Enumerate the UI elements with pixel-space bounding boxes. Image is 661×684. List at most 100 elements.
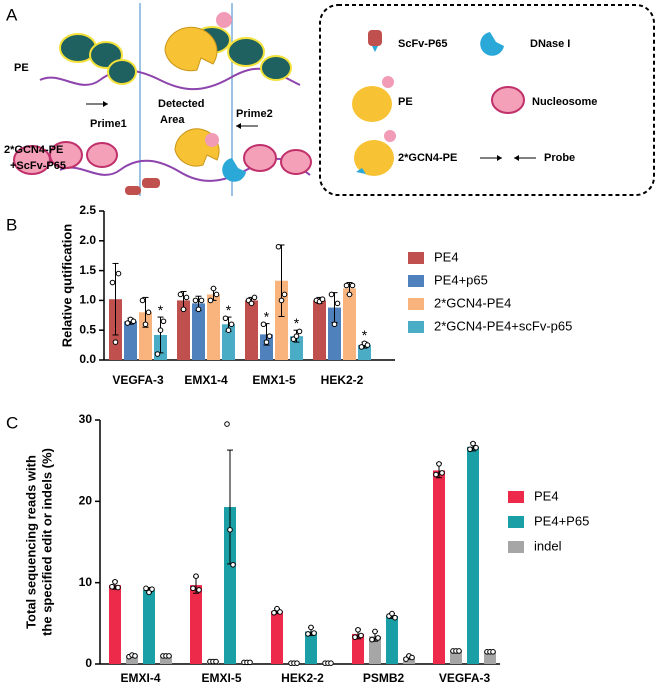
legend-text: PE bbox=[398, 96, 413, 108]
row-label: PE bbox=[14, 62, 29, 74]
bar bbox=[386, 616, 398, 664]
data-point bbox=[358, 344, 365, 350]
scfv-icon bbox=[368, 30, 382, 46]
bar bbox=[403, 657, 415, 664]
data-point bbox=[392, 614, 398, 621]
x-tick-label: HEK2-2 bbox=[321, 373, 364, 387]
panel-letter: B bbox=[6, 215, 17, 234]
y-tick-label: 0.0 bbox=[79, 352, 96, 366]
y-axis-label: Total sequencing reads with bbox=[23, 455, 38, 629]
data-point bbox=[177, 291, 184, 298]
data-point bbox=[213, 658, 219, 665]
data-point bbox=[439, 470, 445, 476]
y-tick-label: 1.0 bbox=[79, 293, 96, 307]
significance: * bbox=[264, 308, 270, 324]
significance: * bbox=[362, 327, 368, 343]
significance: * bbox=[158, 302, 164, 318]
data-point bbox=[331, 321, 338, 328]
data-point bbox=[328, 291, 335, 298]
data-point bbox=[228, 321, 235, 328]
data-point bbox=[109, 279, 116, 286]
bar bbox=[109, 585, 121, 664]
bar bbox=[305, 631, 317, 664]
probe-icon bbox=[497, 155, 502, 161]
legend-box bbox=[319, 4, 655, 196]
data-point bbox=[192, 297, 199, 304]
bar bbox=[369, 636, 381, 664]
data-point bbox=[143, 585, 149, 592]
bar bbox=[343, 288, 356, 360]
arrowhead bbox=[236, 123, 241, 129]
data-point bbox=[149, 586, 155, 592]
data-point bbox=[207, 297, 214, 304]
significance: * bbox=[226, 302, 232, 318]
pe-icon bbox=[382, 76, 394, 88]
data-point bbox=[274, 605, 280, 612]
data-point bbox=[230, 561, 236, 568]
pe-icon bbox=[352, 86, 392, 122]
data-point bbox=[328, 660, 334, 666]
data-point bbox=[311, 630, 317, 636]
x-tick-label: EMXI-4 bbox=[120, 671, 160, 684]
bar bbox=[222, 324, 235, 360]
data-point bbox=[263, 339, 270, 345]
scfv bbox=[142, 178, 160, 188]
data-point bbox=[296, 328, 303, 335]
data-point bbox=[355, 627, 361, 633]
x-tick-label: HEK2-2 bbox=[281, 671, 324, 684]
data-point bbox=[375, 635, 381, 641]
bar bbox=[190, 585, 202, 664]
data-point bbox=[275, 243, 282, 250]
y-tick-label: 2.5 bbox=[79, 203, 96, 217]
pe-protein bbox=[164, 26, 218, 72]
bar bbox=[192, 303, 205, 360]
dna bbox=[39, 67, 301, 91]
legend-label: 2*GCN4-PE4+scFv-p65 bbox=[434, 318, 572, 333]
panel-letter: C bbox=[6, 413, 18, 432]
data-point bbox=[271, 609, 277, 616]
y-tick-label: 10 bbox=[79, 575, 93, 589]
data-point bbox=[193, 573, 199, 579]
legend-label: PE4+P65 bbox=[534, 513, 589, 528]
data-point bbox=[372, 628, 378, 635]
nucleosome-icon bbox=[491, 86, 525, 114]
significance: * bbox=[294, 315, 300, 331]
x-tick-label: EMXI-5 bbox=[201, 671, 241, 684]
data-point bbox=[433, 471, 439, 478]
data-point bbox=[260, 321, 267, 328]
data-point bbox=[352, 634, 358, 640]
data-point bbox=[251, 294, 258, 301]
y-tick-label: 1.5 bbox=[79, 263, 96, 277]
bar bbox=[177, 300, 190, 360]
legend-text: ScFv-P65 bbox=[398, 38, 448, 50]
legend-label: 2*GCN4-PE4 bbox=[434, 295, 511, 310]
data-point bbox=[166, 653, 172, 659]
data-point bbox=[294, 660, 300, 666]
data-point bbox=[490, 649, 496, 655]
legend-label: indel bbox=[534, 538, 562, 553]
legend-text: 2*GCN4-PE bbox=[398, 152, 457, 164]
legend-swatch bbox=[408, 321, 424, 333]
data-point bbox=[190, 585, 196, 592]
x-tick-label: VEGFA-3 bbox=[112, 373, 164, 387]
nucleosomes-open bbox=[13, 141, 312, 175]
y-tick-label: 20 bbox=[79, 494, 93, 508]
data-point bbox=[196, 587, 202, 593]
data-point bbox=[389, 610, 395, 617]
x-tick-label: EMX1-5 bbox=[252, 373, 296, 387]
primer-label: Prime2 bbox=[236, 108, 273, 120]
data-point bbox=[467, 446, 473, 453]
legend-label: PE4 bbox=[534, 488, 559, 503]
data-point bbox=[266, 333, 273, 339]
arrowhead bbox=[103, 101, 108, 107]
data-point bbox=[470, 440, 476, 447]
data-point bbox=[281, 291, 288, 298]
data-point bbox=[308, 624, 314, 631]
x-tick-label: VEGFA-3 bbox=[439, 671, 491, 684]
data-point bbox=[305, 631, 311, 637]
data-point bbox=[112, 339, 119, 345]
bar bbox=[328, 307, 341, 360]
bar bbox=[207, 294, 220, 360]
area-label: Detected bbox=[158, 98, 204, 110]
data-point bbox=[349, 282, 356, 289]
